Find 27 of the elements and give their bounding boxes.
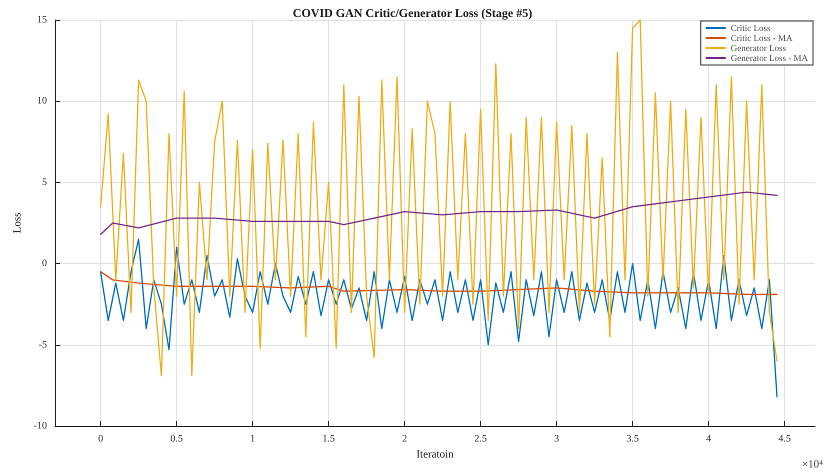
legend-label: Generator Loss - MA	[730, 53, 808, 63]
line-series	[100, 271, 778, 296]
x-tick-label: 3	[554, 434, 560, 444]
x-tick-label: 4	[706, 434, 712, 444]
x-tick-label: 1	[250, 434, 256, 444]
legend-label: Critic Loss - MA	[730, 33, 794, 43]
y-tick-label: 5	[42, 176, 47, 188]
line-series	[100, 191, 778, 236]
x-axis-title: Iteratoin	[416, 448, 454, 460]
x-tick-label: 0	[98, 434, 104, 444]
y-axis-title: Loss	[11, 212, 24, 234]
x-tick-label: 1.5	[322, 434, 335, 444]
y-tick-label: -5	[38, 339, 47, 350]
x-tick-label: 2.5	[474, 434, 487, 444]
y-tick-label: 10	[37, 96, 47, 107]
legend-label: Critic Loss	[730, 23, 772, 33]
line-series	[100, 238, 778, 398]
y-tick-label: -10	[34, 420, 47, 432]
chart-title: COVID GAN Critic/Generator Loss (Stage #5)	[292, 6, 532, 20]
y-tick-label: 0	[42, 258, 47, 270]
x-tick-label: 4.5	[778, 434, 791, 444]
x-tick-label: 3.5	[626, 434, 639, 444]
x-tick-label: 2	[402, 434, 408, 444]
y-tick-label: 15	[37, 14, 47, 26]
text: ×10⁴	[802, 458, 824, 470]
legend-label: Generator Loss	[730, 43, 786, 53]
x-tick-label: 0.5	[170, 434, 183, 444]
